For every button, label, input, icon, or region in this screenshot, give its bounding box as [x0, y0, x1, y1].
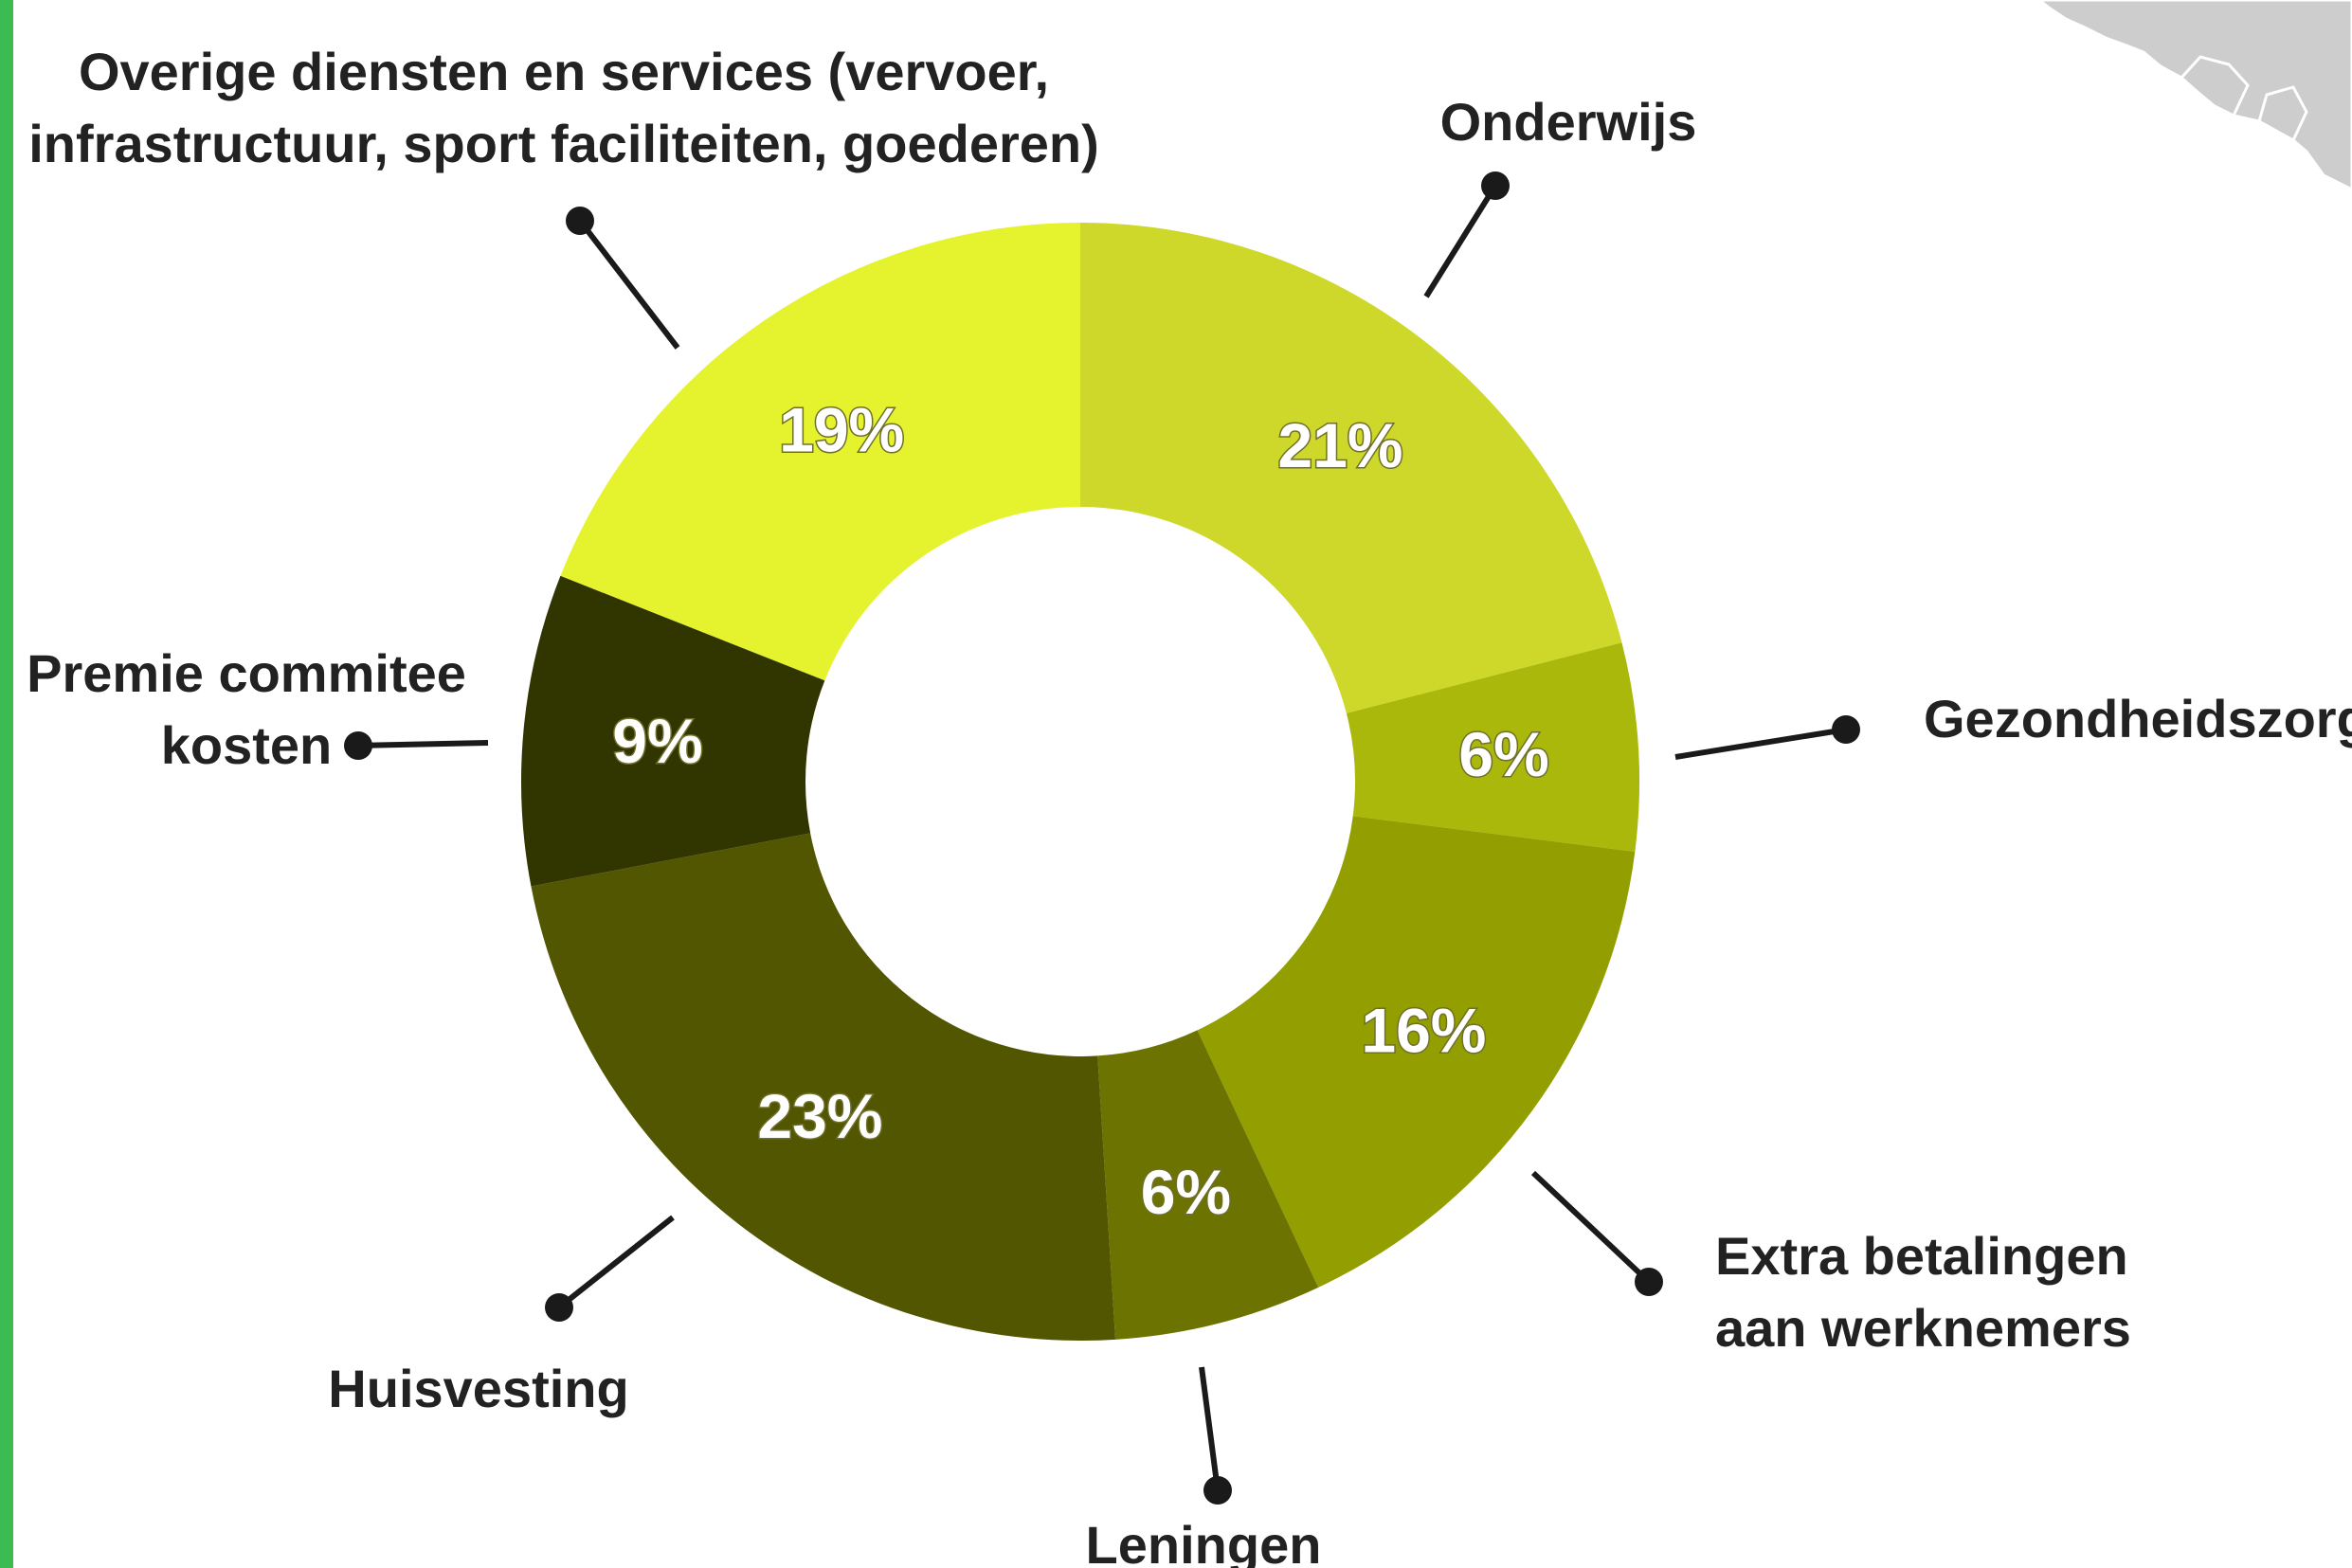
- category-label-onderwijs: Onderwijs: [1440, 92, 1697, 152]
- leader-dot-overige-diensten-en-services-vervoer: [566, 207, 594, 235]
- leader-line-premie-commitee: [357, 740, 489, 748]
- leader-dot-onderwijs: [1481, 171, 1510, 200]
- value-label-leningen: 6%: [1141, 1157, 1231, 1227]
- category-label-overige-diensten-en-services-vervoer: Overige diensten en services (vervoer, in…: [28, 42, 1099, 173]
- leader-dot-extra-betalingen: [1635, 1268, 1663, 1296]
- value-label-premie-commitee: 9%: [612, 706, 702, 776]
- leader-line-gezondheidszorg: [1674, 727, 1847, 760]
- leader-line-extra-betalingen: [1530, 1170, 1652, 1285]
- leader-line-onderwijs: [1423, 184, 1498, 298]
- map-fragment-icon: [2039, 0, 2352, 191]
- leader-dot-gezondheidszorg: [1832, 715, 1860, 744]
- value-label-huisvesting: 23%: [757, 1081, 882, 1151]
- slice-gezondheidszorg: [1346, 642, 1639, 852]
- category-labels-group: Onderwijs Gezondheidszorg Extra betalingen…: [27, 42, 2352, 1568]
- value-label-extra-betalingen: 16%: [1361, 995, 1486, 1065]
- category-label-leningen: Leningen: [1086, 1515, 1322, 1568]
- value-label-onderwijs: 21%: [1278, 410, 1403, 480]
- slice-premie-commitee: [521, 575, 825, 887]
- leader-line-huisvesting: [557, 1215, 675, 1310]
- category-label-extra-betalingen: Extra betalingen aan werknemers: [1715, 1226, 2131, 1358]
- slice-leningen: [1097, 1030, 1319, 1340]
- category-label-gezondheidszorg: Gezondheidszorg: [1924, 689, 2352, 748]
- slices-group: [521, 223, 1639, 1341]
- percent-labels-group: 21% 6% 16% 6% 23% 9% 19%: [611, 393, 1551, 1228]
- category-label-huisvesting: Huisvesting: [328, 1359, 628, 1418]
- leader-dot-premie-commitee: [344, 731, 372, 760]
- slice-overige-diensten-en-services-vervoer: [560, 223, 1080, 681]
- value-label-overige-diensten-en-services-vervoer: 19%: [779, 394, 904, 464]
- leader-dot-leningen: [1203, 1476, 1232, 1505]
- leader-dot-huisvesting: [545, 1293, 573, 1322]
- slice-huisvesting: [531, 833, 1116, 1341]
- value-label-gezondheidszorg: 6%: [1458, 719, 1548, 789]
- slice-onderwijs: [1080, 223, 1622, 713]
- leaders-group: [344, 171, 1860, 1505]
- edge-stripe: [0, 0, 13, 1568]
- category-label-premie-commitee: Premie commitee kosten: [27, 643, 466, 775]
- leader-line-leningen: [1199, 1366, 1221, 1491]
- slice-extra-betalingen: [1197, 816, 1636, 1288]
- leader-line-overige-diensten-en-services-vervoer: [577, 219, 680, 350]
